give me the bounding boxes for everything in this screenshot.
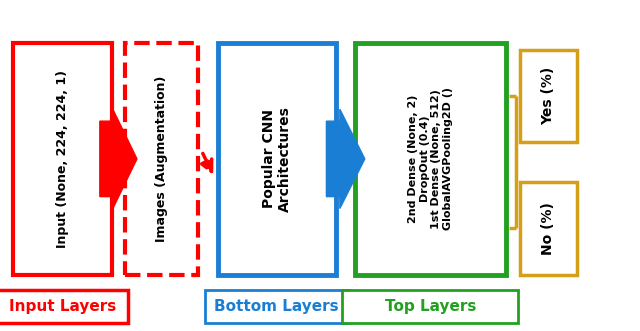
Text: Input (None, 224, 224, 1): Input (None, 224, 224, 1) [56,70,69,248]
Bar [355,43,506,275]
Bar [218,43,336,275]
Bar [125,43,198,275]
Bar [520,50,577,142]
Text: 2nd Dense (None, 2)
DropOut (0.4)
1st Dense (None, 512)
GlobalAVGPooling2D (): 2nd Dense (None, 2) DropOut (0.4) 1st De… [408,87,453,230]
Polygon shape [326,109,365,209]
Text: Input Layers: Input Layers [9,299,116,314]
Bar [13,43,112,275]
Text: Images (Augmentation): Images (Augmentation) [155,76,168,242]
Text: Top Layers: Top Layers [385,299,476,314]
Text: No (%): No (%) [541,202,556,255]
Polygon shape [100,109,137,209]
Text: Yes (%): Yes (%) [541,67,556,125]
Bar [0,290,128,323]
Bar [520,182,577,275]
Bar [205,290,349,323]
Text: Bottom Layers: Bottom Layers [214,299,339,314]
Bar [342,290,518,323]
Text: Popular CNN
Architectures: Popular CNN Architectures [262,106,292,212]
